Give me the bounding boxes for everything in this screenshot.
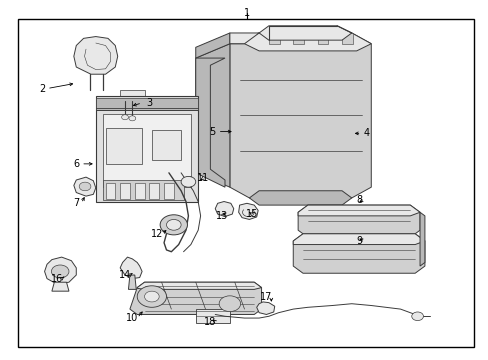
Bar (96, 98, 198, 110)
Text: 16: 16 (51, 274, 63, 284)
Bar (149, 183, 159, 199)
Bar (317, 33, 328, 44)
Polygon shape (249, 191, 351, 205)
Text: 18: 18 (204, 317, 216, 327)
Text: 2: 2 (39, 84, 45, 94)
Circle shape (144, 291, 159, 302)
Polygon shape (298, 205, 419, 216)
Text: 6: 6 (73, 159, 79, 169)
Text: 11: 11 (197, 173, 209, 183)
Polygon shape (229, 33, 370, 51)
Text: 13: 13 (216, 211, 228, 221)
Circle shape (51, 265, 69, 278)
Polygon shape (229, 33, 370, 198)
Text: 15: 15 (245, 209, 258, 219)
Polygon shape (128, 275, 136, 289)
Polygon shape (293, 234, 424, 273)
Circle shape (166, 220, 181, 230)
Polygon shape (256, 302, 274, 315)
Polygon shape (238, 203, 258, 220)
Bar (103, 180, 183, 200)
Bar (135, 183, 144, 199)
Text: 1: 1 (244, 8, 249, 18)
Circle shape (122, 115, 128, 120)
Polygon shape (195, 44, 229, 187)
Polygon shape (293, 234, 424, 244)
Polygon shape (130, 282, 261, 315)
Polygon shape (74, 37, 118, 74)
Bar (96, 96, 198, 202)
Text: 9: 9 (355, 236, 362, 246)
Polygon shape (52, 282, 69, 291)
FancyBboxPatch shape (89, 51, 107, 63)
Bar (293, 33, 304, 44)
Bar (105, 183, 115, 199)
Text: 7: 7 (73, 198, 79, 208)
Circle shape (137, 286, 166, 307)
Polygon shape (259, 26, 351, 40)
Polygon shape (137, 282, 261, 289)
Text: 17: 17 (260, 292, 272, 302)
Bar (105, 128, 142, 164)
Polygon shape (44, 257, 76, 284)
Bar (268, 33, 279, 44)
Bar (152, 130, 181, 160)
Polygon shape (215, 202, 233, 217)
Circle shape (181, 176, 195, 187)
Circle shape (129, 116, 136, 121)
Text: 3: 3 (146, 98, 152, 108)
Polygon shape (74, 177, 96, 196)
Circle shape (79, 182, 91, 191)
Bar (195, 309, 229, 323)
Circle shape (160, 215, 187, 235)
Bar (103, 114, 190, 187)
Text: 14: 14 (119, 270, 131, 280)
Polygon shape (120, 257, 142, 279)
Circle shape (219, 296, 240, 312)
Polygon shape (195, 33, 229, 58)
Polygon shape (195, 58, 224, 187)
Bar (341, 33, 352, 44)
Circle shape (411, 312, 423, 320)
Bar (120, 183, 130, 199)
Text: 12: 12 (150, 229, 163, 239)
Bar (163, 183, 173, 199)
Polygon shape (229, 33, 259, 44)
Polygon shape (419, 212, 424, 266)
Text: 4: 4 (363, 129, 369, 138)
Bar (120, 90, 144, 101)
Text: 5: 5 (209, 127, 216, 136)
Polygon shape (298, 205, 419, 237)
Text: 10: 10 (126, 313, 138, 323)
Text: 8: 8 (355, 195, 362, 205)
